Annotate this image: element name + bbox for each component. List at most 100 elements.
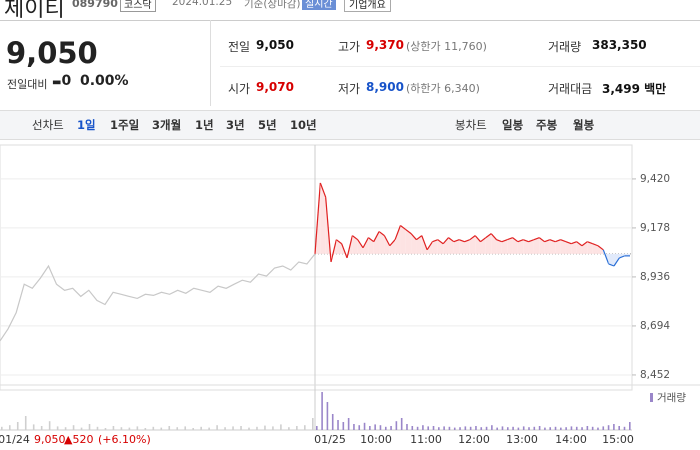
- area: [549, 239, 556, 254]
- area: [485, 233, 492, 254]
- realtime-button[interactable]: 실시간: [302, 0, 336, 10]
- divider: [210, 20, 211, 106]
- x-tick-label: 12:00: [458, 433, 490, 446]
- tab-group-label: 봉차트: [455, 118, 487, 132]
- price-segment: [565, 241, 572, 245]
- volume-bar: [1, 426, 3, 430]
- area: [416, 235, 422, 254]
- price-segment: [325, 197, 332, 262]
- volume-bar: [40, 426, 43, 430]
- area: [352, 235, 358, 254]
- price-segment: [389, 239, 396, 247]
- volume-bar: [168, 426, 171, 430]
- area: [555, 239, 561, 254]
- quote-label: 저가: [338, 82, 361, 96]
- price-segment: [464, 239, 471, 243]
- date: 2024.01.25: [172, 0, 233, 8]
- price-segment: [506, 237, 513, 241]
- volume-bar: [200, 426, 202, 430]
- price-segment: [341, 243, 348, 259]
- change-pct: 0.00%: [80, 73, 129, 89]
- volume-bar: [411, 426, 414, 430]
- price-segment: [490, 233, 497, 241]
- quote-value: 9,050: [256, 38, 294, 52]
- price-segment: [346, 235, 353, 259]
- area: [501, 239, 508, 254]
- tab[interactable]: 월봉: [573, 118, 595, 132]
- volume-bar: [8, 425, 11, 430]
- change-value: 0: [61, 73, 72, 89]
- volume-bar: [517, 427, 520, 430]
- volume-bar: [353, 424, 355, 430]
- price-segment: [592, 243, 599, 247]
- volume-bar: [591, 426, 594, 430]
- volume-bar: [56, 426, 59, 430]
- volume-bar: [618, 426, 620, 430]
- volume-bar: [406, 424, 408, 430]
- tab[interactable]: 일봉: [502, 118, 524, 132]
- area: [400, 225, 406, 254]
- x-tick-label: 13:00: [506, 433, 538, 446]
- volume-bar: [597, 427, 599, 430]
- tab[interactable]: 3개월: [152, 118, 182, 132]
- y-tick-label: 9,420: [640, 173, 670, 185]
- volume-bar: [64, 427, 67, 430]
- volume-bar: [374, 424, 376, 430]
- volume-bar: [363, 422, 366, 430]
- price-segment: [394, 225, 401, 240]
- volume-bar: [296, 426, 298, 430]
- price-segment: [613, 257, 620, 267]
- tab[interactable]: 주봉: [536, 118, 558, 132]
- price-segment: [544, 239, 551, 243]
- quote-limit: (상한가 11,760): [406, 40, 487, 53]
- area: [357, 239, 364, 254]
- area: [597, 245, 604, 254]
- tab[interactable]: 1년: [195, 118, 214, 132]
- area: [453, 239, 460, 254]
- divider: [0, 20, 700, 21]
- price-segment: [608, 263, 615, 267]
- volume-bar: [358, 425, 361, 430]
- area: [363, 237, 369, 254]
- tab[interactable]: 10년: [290, 118, 317, 132]
- volume-bar: [501, 426, 504, 430]
- price-segment: [555, 239, 561, 243]
- divider: [220, 66, 700, 67]
- market-badge: 코스닥: [120, 0, 156, 12]
- volume-bar: [216, 425, 218, 430]
- legend-swatch: [650, 393, 653, 402]
- volume-bar: [321, 392, 323, 430]
- price-segment: [421, 235, 428, 251]
- volume-bar: [264, 425, 266, 430]
- area: [571, 241, 577, 254]
- price-segment: [597, 245, 604, 251]
- volume-bar: [453, 427, 456, 430]
- tab[interactable]: 1주일: [110, 118, 140, 132]
- company-button[interactable]: 기업개요: [344, 0, 391, 12]
- tab[interactable]: 1일: [77, 118, 96, 132]
- price-segment: [581, 241, 588, 247]
- volume-bar: [464, 426, 467, 430]
- area: [608, 253, 614, 266]
- volume-bar: [427, 426, 430, 430]
- volume-bar: [136, 426, 139, 430]
- price-segment: [480, 237, 487, 243]
- volume-bar: [144, 428, 147, 430]
- volume-bar: [544, 427, 546, 430]
- price-segment: [533, 237, 540, 241]
- volume-bar: [312, 418, 314, 430]
- price-segment: [410, 233, 417, 241]
- area: [373, 231, 380, 254]
- area: [368, 237, 374, 254]
- volume-bar: [506, 427, 509, 430]
- price-segment: [549, 239, 556, 243]
- tab[interactable]: 3년: [226, 118, 245, 132]
- area: [523, 239, 529, 254]
- tab[interactable]: 5년: [258, 118, 277, 132]
- volume-bar: [475, 426, 477, 430]
- area: [389, 239, 396, 254]
- price-segment: [512, 237, 519, 243]
- volume-bar: [152, 426, 155, 430]
- area: [379, 231, 385, 254]
